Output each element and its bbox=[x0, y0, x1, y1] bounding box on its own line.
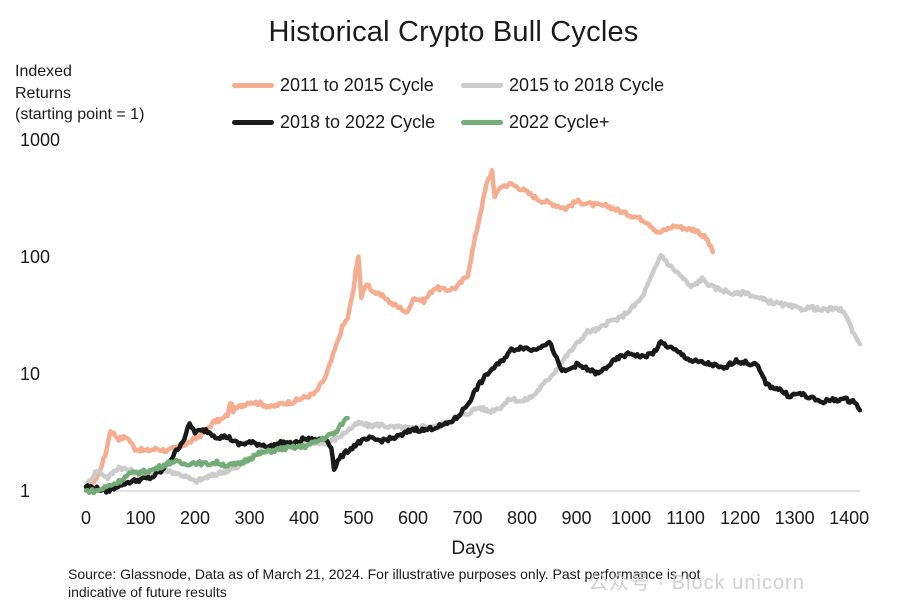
legend-item-2018-2022: 2018 to 2022 Cycle bbox=[232, 112, 435, 133]
x-tick-label: 100 bbox=[125, 508, 155, 528]
legend-label: 2018 to 2022 Cycle bbox=[280, 112, 436, 132]
legend-label: 2011 to 2015 Cycle bbox=[280, 75, 434, 95]
legend-item-2022: 2022 Cycle+ bbox=[461, 112, 610, 133]
series-line-2022-cycle bbox=[83, 415, 350, 496]
legend-swatch bbox=[461, 83, 503, 88]
y-axis-label-line-1: Indexed bbox=[15, 63, 72, 80]
y-tick-label: 100 bbox=[20, 247, 50, 267]
footnote-line-2: indicative of future results bbox=[68, 584, 227, 600]
series-line-2018-to-2022-cycle bbox=[83, 339, 863, 495]
y-tick-label: 1000 bbox=[20, 130, 60, 150]
x-axis-title: Days bbox=[451, 538, 494, 559]
legend-swatch bbox=[232, 83, 274, 88]
x-tick-label: 900 bbox=[562, 508, 592, 528]
x-tick-label: 1300 bbox=[775, 508, 815, 528]
y-axis-label: Indexed Returns (starting point = 1) bbox=[15, 61, 144, 126]
chart-title: Historical Crypto Bull Cycles bbox=[268, 16, 639, 48]
y-tick-label: 10 bbox=[20, 364, 40, 384]
legend-item-2015-2018: 2015 to 2018 Cycle bbox=[461, 75, 664, 96]
x-tick-label: 1200 bbox=[720, 508, 760, 528]
x-tick-label: 600 bbox=[398, 508, 428, 528]
series-line-2015-to-2018-cycle bbox=[83, 252, 863, 490]
x-tick-label: 300 bbox=[234, 508, 264, 528]
y-tick-label: 1 bbox=[20, 481, 30, 501]
legend-label: 2015 to 2018 Cycle bbox=[509, 75, 665, 95]
y-axis-label-line-2: Returns bbox=[15, 84, 72, 102]
x-tick-label: 1400 bbox=[829, 508, 869, 528]
series-line-2011-to-2015-cycle bbox=[83, 167, 716, 490]
x-tick-label: 1000 bbox=[611, 508, 651, 528]
x-tick-label: 800 bbox=[507, 508, 537, 528]
y-axis-label-line-3: (starting point = 1) bbox=[15, 106, 145, 123]
source-footnote: Source: Glassnode, Data as of March 21, … bbox=[68, 565, 700, 601]
legend-item-2011-2015: 2011 to 2015 Cycle bbox=[232, 75, 434, 96]
x-tick-label: 400 bbox=[289, 508, 319, 528]
x-tick-label: 1100 bbox=[666, 508, 705, 528]
legend-swatch bbox=[232, 120, 274, 125]
legend-swatch bbox=[461, 120, 503, 125]
x-tick-label: 200 bbox=[180, 508, 210, 528]
watermark: 公众号 · Block unicorn bbox=[588, 572, 805, 594]
x-tick-label: 500 bbox=[344, 508, 374, 528]
legend-label: 2022 Cycle+ bbox=[509, 112, 610, 132]
x-tick-label: 700 bbox=[453, 508, 483, 528]
x-tick-label: 0 bbox=[81, 508, 91, 528]
footnote-line-1: Source: Glassnode, Data as of March 21, … bbox=[68, 566, 701, 582]
